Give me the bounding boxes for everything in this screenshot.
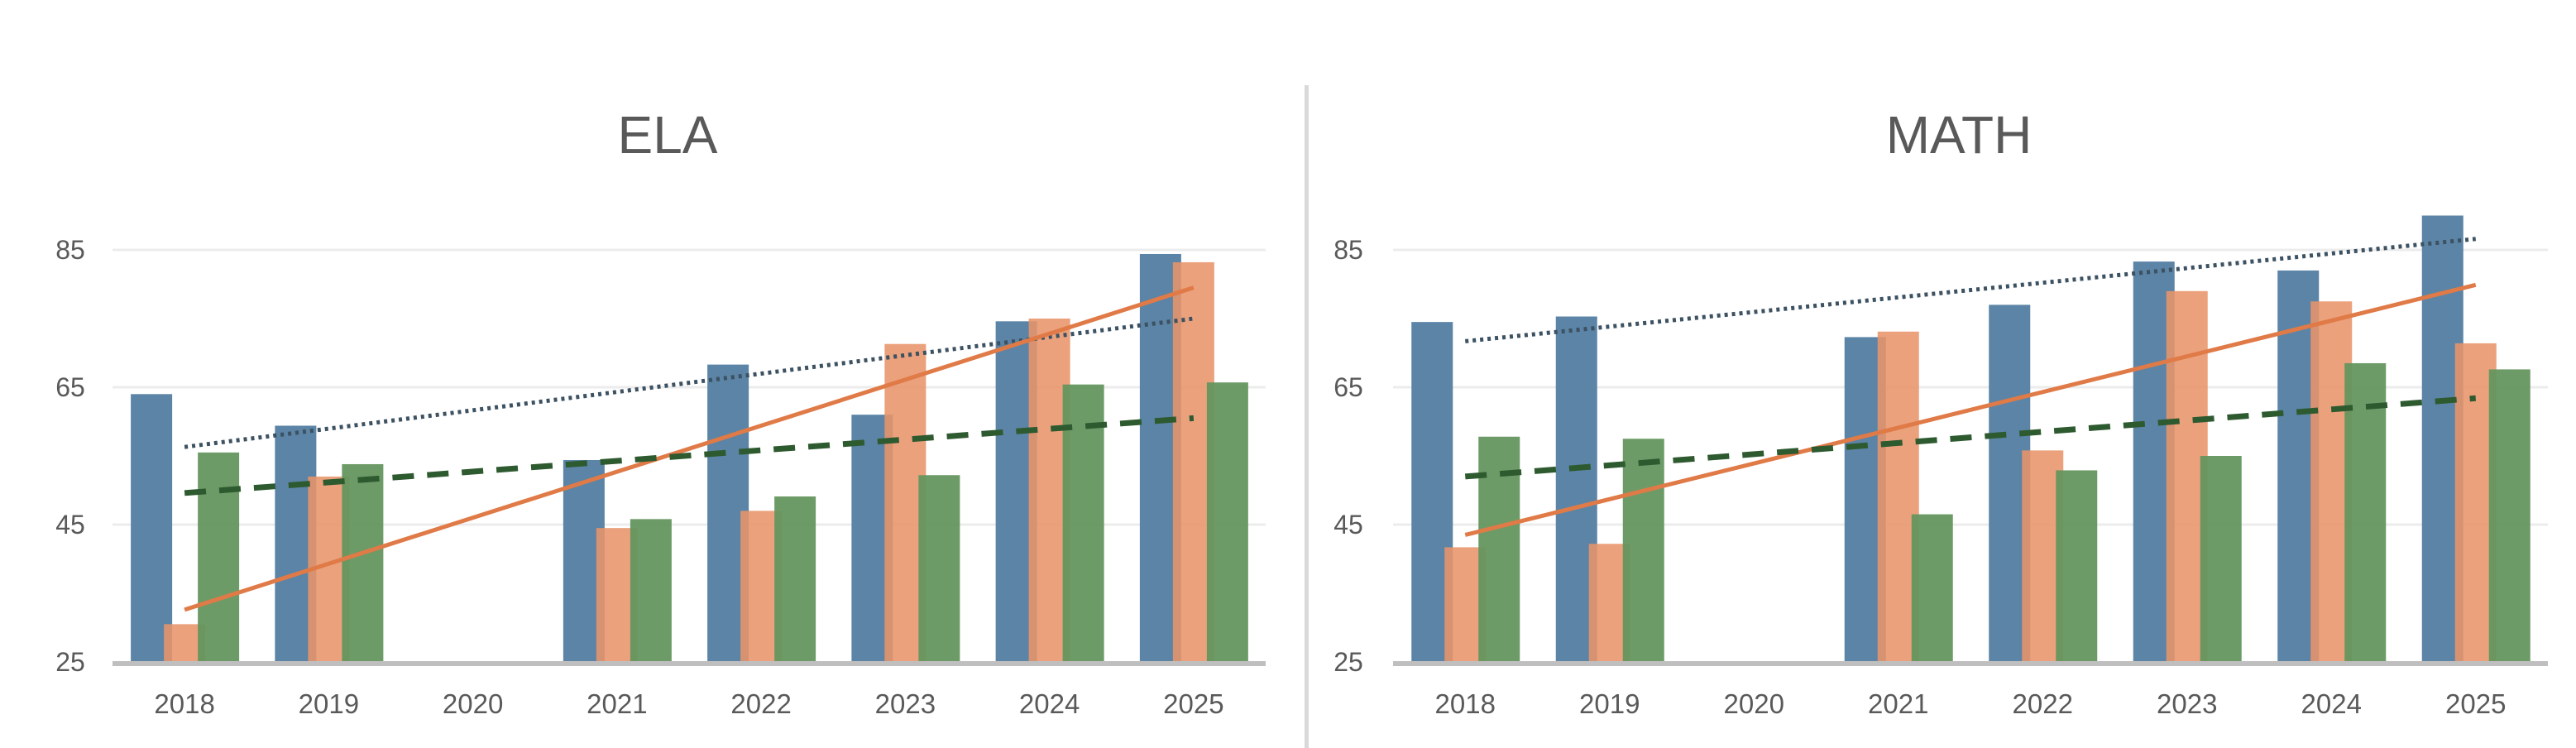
y-axis-ticks: 25 45 65 85 (1333, 235, 1363, 677)
x-tick-label: 2025 (2445, 688, 2506, 719)
trendline-dashed (184, 415, 1195, 496)
bar-series-3-2019 (342, 463, 384, 662)
y-tick-label: 85 (55, 235, 85, 265)
bar-series-3-2024 (2344, 362, 2387, 662)
bar-series-3-2021 (630, 519, 672, 662)
chart-title: ELA (618, 105, 718, 165)
x-tick-label: 2019 (299, 688, 359, 719)
y-tick-label: 45 (1333, 510, 1363, 539)
bar-series-3-2025 (1206, 382, 1248, 662)
y-axis-ticks: 25 45 65 85 (55, 235, 85, 677)
x-tick-label: 2024 (2301, 688, 2362, 719)
y-tick-label: 85 (1333, 235, 1363, 265)
x-tick-label: 2018 (1435, 688, 1496, 719)
x-axis-ticks: 2018 2019 2020 2021 2022 2023 2024 2025 (1435, 688, 2507, 719)
bar-series-3-2025 (2488, 369, 2531, 662)
bar-series-1-2018 (131, 394, 173, 662)
bar-series-3-2023 (2200, 456, 2242, 662)
y-tick-label: 65 (1333, 372, 1363, 402)
x-tick-label: 2023 (2157, 688, 2217, 719)
y-tick-label: 25 (1333, 647, 1363, 677)
bars (1411, 215, 2531, 662)
trendline-solid (1464, 282, 2477, 537)
trendline-dotted (1464, 237, 2477, 343)
bar-series-3-2023 (918, 475, 960, 662)
x-tick-label: 2025 (1163, 688, 1223, 719)
y-tick-label: 25 (55, 647, 85, 677)
x-tick-label: 2019 (1579, 688, 1640, 719)
chart-title: MATH (1886, 105, 2033, 165)
x-tick-label: 2021 (1868, 688, 1928, 719)
y-tick-label: 45 (55, 510, 85, 539)
ela-chart: ELA 25 45 65 85 2018 2019 2020 2021 2022 2023 202… (55, 105, 1266, 719)
x-tick-label: 2023 (875, 688, 936, 719)
x-tick-label: 2020 (443, 688, 503, 719)
trendline-dotted (184, 316, 1195, 449)
x-axis-ticks: 2018 2019 2020 2021 2022 2023 2024 2025 (154, 688, 1223, 719)
bar-series-3-2024 (1062, 384, 1104, 662)
trendlines (184, 285, 1195, 612)
bar-series-3-2019 (1622, 439, 1664, 662)
bar-series-3-2021 (1911, 514, 1953, 662)
bars (131, 253, 1248, 662)
bar-series-3-2022 (774, 496, 816, 662)
trendline-dashed (1464, 395, 2477, 480)
x-tick-label: 2018 (154, 688, 214, 719)
trendlines (1464, 237, 2477, 537)
y-tick-label: 65 (55, 372, 85, 402)
x-tick-label: 2022 (2013, 688, 2073, 719)
x-tick-label: 2020 (1724, 688, 1784, 719)
x-tick-label: 2021 (587, 688, 647, 719)
bar-series-3-2018 (198, 452, 240, 662)
panel-divider (1305, 85, 1309, 748)
x-tick-label: 2022 (730, 688, 791, 719)
trendline-solid (184, 285, 1195, 612)
bar-series-3-2022 (2056, 470, 2098, 662)
x-tick-label: 2024 (1019, 688, 1080, 719)
